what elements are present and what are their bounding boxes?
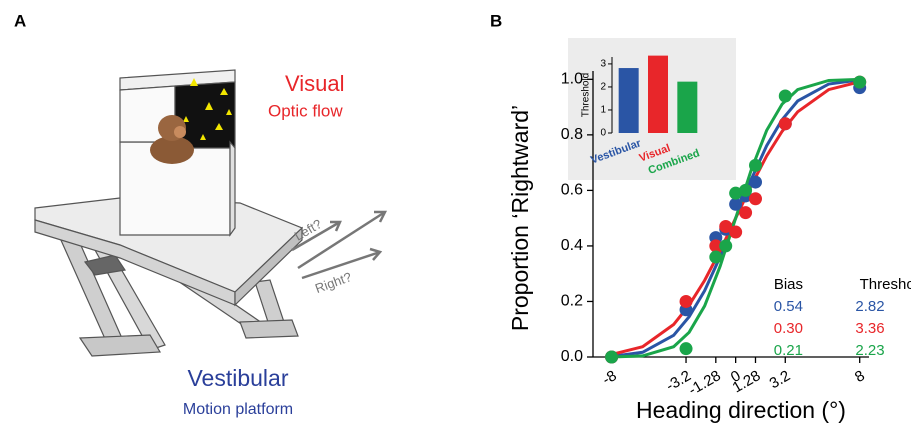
figure: A B Visual Optic flow Left? [0, 0, 911, 430]
y-tick-label: 0.4 [561, 237, 583, 254]
bar [677, 82, 697, 133]
data-point [853, 76, 866, 89]
x-axis-title: Heading direction (°) [636, 397, 846, 423]
data-point [779, 117, 792, 130]
panel-label: A [14, 11, 26, 30]
data-point [779, 89, 792, 102]
data-point [749, 159, 762, 172]
x-tick-label: -8 [600, 367, 620, 388]
y-tick-label: 0.2 [561, 293, 583, 310]
label-motion-platform: Motion platform [183, 401, 293, 418]
data-point [739, 206, 752, 219]
inset-y-tick-label: 3 [600, 59, 606, 70]
inset-y-tick-label: 0 [600, 128, 606, 139]
table-cell: 3.36 [855, 320, 884, 337]
x-tick-label: -1.28 [686, 367, 724, 399]
data-point [719, 239, 732, 252]
data-point [749, 192, 762, 205]
label-vestibular: Vestibular [187, 365, 288, 391]
bar [648, 56, 668, 133]
panel-label: B [490, 11, 502, 30]
bar [619, 68, 639, 133]
inset-y-tick-label: 2 [600, 82, 606, 93]
data-point [729, 198, 742, 211]
data-point [709, 251, 722, 264]
data-point [605, 351, 618, 364]
label-optic-flow: Optic flow [268, 101, 343, 120]
table-cell: 0.54 [774, 298, 803, 315]
inset-y-axis-title: Threshold [581, 73, 592, 117]
data-point [680, 295, 693, 308]
inset-y-tick-label: 1 [600, 105, 606, 116]
table-cell: 0.21 [774, 342, 803, 359]
table-cell: 0.30 [774, 320, 803, 337]
data-point [680, 342, 693, 355]
table-header: Bias [774, 276, 803, 293]
table-cell: 2.23 [855, 342, 884, 359]
x-tick-label: 8 [852, 367, 868, 386]
data-point [729, 226, 742, 239]
data-point [739, 184, 752, 197]
y-tick-label: 0.6 [561, 182, 583, 199]
y-axis-title: Proportion ‘Rightward’ [507, 105, 533, 331]
table-header: Threshold [860, 276, 911, 293]
y-tick-label: 0.8 [561, 126, 583, 143]
data-point [749, 176, 762, 189]
label-visual: Visual [285, 71, 345, 96]
table-cell: 2.82 [855, 298, 884, 315]
y-tick-label: 0.0 [561, 348, 583, 365]
x-tick-label: 3.2 [767, 367, 794, 392]
